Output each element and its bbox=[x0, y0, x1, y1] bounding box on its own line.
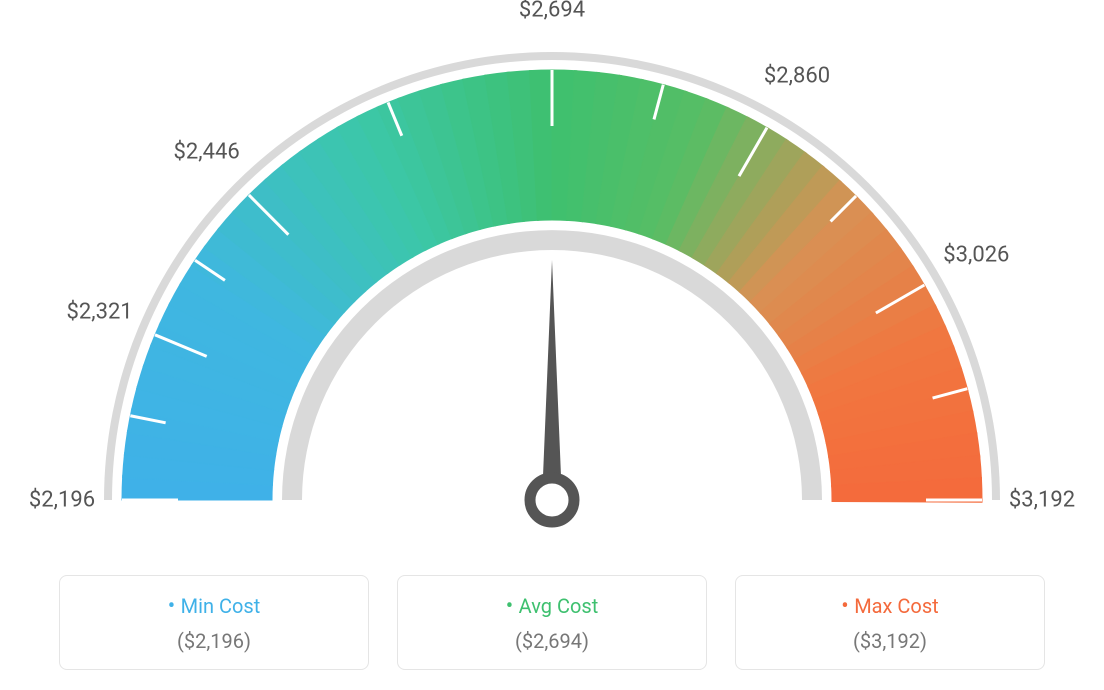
legend-value-min: ($2,196) bbox=[70, 629, 358, 653]
gauge-tick-label: $2,694 bbox=[519, 0, 585, 23]
cost-gauge-container: $2,196 $2,321 $2,446 $2,694 $2,860 $3,026 $3,1… bbox=[0, 0, 1104, 690]
legend-card-min: Min Cost ($2,196) bbox=[59, 575, 369, 670]
legend-row: Min Cost ($2,196) Avg Cost ($2,694) Max … bbox=[0, 575, 1104, 670]
legend-value-avg: ($2,694) bbox=[408, 629, 696, 653]
gauge-tick-label: $2,860 bbox=[764, 63, 830, 88]
legend-title-min: Min Cost bbox=[70, 594, 358, 619]
gauge-tick-label: $2,196 bbox=[29, 488, 95, 513]
gauge-tick-label: $2,446 bbox=[174, 140, 240, 165]
legend-value-max: ($3,192) bbox=[746, 629, 1034, 653]
gauge-svg bbox=[0, 0, 1104, 560]
legend-card-max: Max Cost ($3,192) bbox=[735, 575, 1045, 670]
gauge-tick-label: $3,026 bbox=[943, 243, 1009, 268]
gauge-tick-label: $3,192 bbox=[1009, 488, 1075, 513]
legend-card-avg: Avg Cost ($2,694) bbox=[397, 575, 707, 670]
gauge-chart: $2,196 $2,321 $2,446 $2,694 $2,860 $3,026 $3,1… bbox=[0, 0, 1104, 560]
legend-title-max: Max Cost bbox=[746, 594, 1034, 619]
legend-title-avg: Avg Cost bbox=[408, 594, 696, 619]
gauge-tick-label: $2,321 bbox=[67, 299, 133, 324]
